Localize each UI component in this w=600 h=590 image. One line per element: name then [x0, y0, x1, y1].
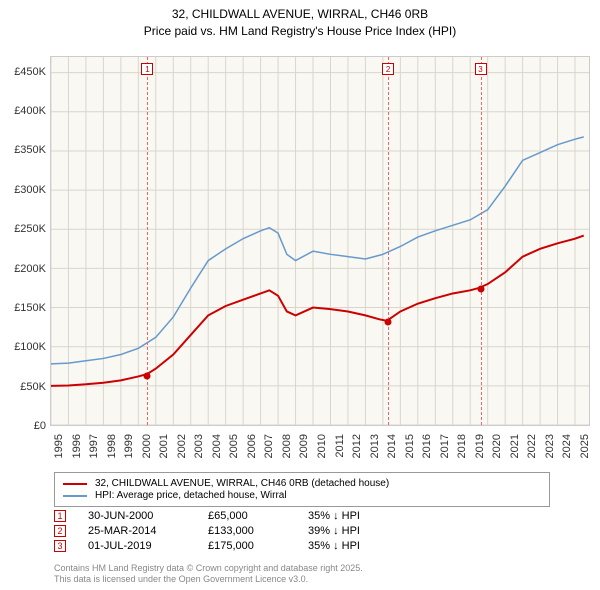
legend-row: HPI: Average price, detached house, Wirr… [63, 490, 541, 501]
chart-plot-area: 1 2 3 [50, 56, 590, 426]
x-tick-label: 2025 [579, 434, 591, 458]
x-tick-label: 2006 [246, 434, 258, 458]
y-tick-label: £50K [20, 381, 46, 393]
event-vline [388, 57, 389, 425]
y-tick-label: £400K [14, 105, 46, 117]
x-tick-label: 2015 [404, 434, 416, 458]
y-tick-label: £200K [14, 263, 46, 275]
chart-svg [51, 57, 589, 425]
sale-date: 30-JUN-2000 [88, 510, 208, 522]
event-dot [477, 286, 484, 293]
sale-date: 01-JUL-2019 [88, 540, 208, 552]
x-tick-label: 2021 [509, 434, 521, 458]
x-tick-label: 2007 [263, 434, 275, 458]
legend-row: 32, CHILDWALL AVENUE, WIRRAL, CH46 0RB (… [63, 478, 541, 489]
x-tick-label: 2000 [141, 434, 153, 458]
x-tick-label: 1996 [71, 434, 83, 458]
event-vline [481, 57, 482, 425]
x-tick-label: 2002 [176, 434, 188, 458]
x-tick-label: 2004 [211, 434, 223, 458]
event-marker: 1 [141, 63, 153, 75]
legend-label: 32, CHILDWALL AVENUE, WIRRAL, CH46 0RB (… [95, 478, 389, 489]
legend-swatch [63, 483, 87, 485]
x-tick-label: 2013 [369, 434, 381, 458]
y-tick-label: £450K [14, 66, 46, 78]
sale-row: 3 01-JUL-2019£175,00035% ↓ HPI [54, 540, 408, 552]
sale-marker: 2 [54, 525, 66, 537]
y-tick-label: £150K [14, 302, 46, 314]
event-marker: 3 [475, 63, 487, 75]
attribution-line2: This data is licensed under the Open Gov… [54, 574, 363, 586]
x-tick-label: 2008 [281, 434, 293, 458]
x-tick-label: 2014 [386, 434, 398, 458]
x-tick-label: 1999 [123, 434, 135, 458]
chart-title: 32, CHILDWALL AVENUE, WIRRAL, CH46 0RB P… [0, 0, 600, 40]
attribution: Contains HM Land Registry data © Crown c… [54, 563, 363, 586]
x-tick-label: 1998 [106, 434, 118, 458]
event-marker: 2 [382, 63, 394, 75]
x-tick-label: 2009 [298, 434, 310, 458]
sale-hpi: 35% ↓ HPI [308, 540, 408, 552]
y-tick-label: £100K [14, 341, 46, 353]
event-dot [385, 319, 392, 326]
sale-row: 1 30-JUN-2000£65,00035% ↓ HPI [54, 510, 408, 522]
y-tick-label: £0 [34, 420, 46, 432]
y-tick-label: £250K [14, 223, 46, 235]
event-dot [144, 372, 151, 379]
sales-table: 130-JUN-2000£65,00035% ↓ HPI225-MAR-2014… [54, 510, 408, 555]
sale-hpi: 35% ↓ HPI [308, 510, 408, 522]
x-tick-label: 1997 [88, 434, 100, 458]
y-tick-label: £300K [14, 184, 46, 196]
x-tick-label: 2024 [561, 434, 573, 458]
event-vline [147, 57, 148, 425]
y-tick-label: £350K [14, 144, 46, 156]
x-tick-label: 2001 [158, 434, 170, 458]
legend: 32, CHILDWALL AVENUE, WIRRAL, CH46 0RB (… [54, 472, 550, 507]
sale-marker: 3 [54, 540, 66, 552]
x-axis: 1995 1996 1997 1998 1999 2000 2001 2002 2003 2004… [50, 430, 590, 474]
x-tick-label: 2016 [421, 434, 433, 458]
x-tick-label: 2019 [474, 434, 486, 458]
x-tick-label: 2018 [456, 434, 468, 458]
x-tick-label: 2005 [228, 434, 240, 458]
sale-row: 2 25-MAR-2014£133,00039% ↓ HPI [54, 525, 408, 537]
x-tick-label: 2022 [526, 434, 538, 458]
title-line2: Price paid vs. HM Land Registry's House … [0, 23, 600, 40]
x-tick-label: 2020 [491, 434, 503, 458]
y-axis: £0£50K£100K£150K£200K£250K£300K£350K£400… [0, 56, 48, 426]
legend-swatch [63, 495, 87, 497]
sale-price: £65,000 [208, 510, 308, 522]
sale-hpi: 39% ↓ HPI [308, 525, 408, 537]
x-tick-label: 2012 [351, 434, 363, 458]
x-tick-label: 2003 [193, 434, 205, 458]
x-tick-label: 1995 [53, 434, 65, 458]
x-tick-label: 2011 [334, 434, 346, 458]
x-tick-label: 2023 [544, 434, 556, 458]
title-line1: 32, CHILDWALL AVENUE, WIRRAL, CH46 0RB [0, 6, 600, 23]
sale-marker: 1 [54, 510, 66, 522]
legend-label: HPI: Average price, detached house, Wirr… [95, 490, 287, 501]
x-tick-label: 2017 [439, 434, 451, 458]
attribution-line1: Contains HM Land Registry data © Crown c… [54, 563, 363, 575]
sale-date: 25-MAR-2014 [88, 525, 208, 537]
x-tick-label: 2010 [316, 434, 328, 458]
sale-price: £175,000 [208, 540, 308, 552]
sale-price: £133,000 [208, 525, 308, 537]
